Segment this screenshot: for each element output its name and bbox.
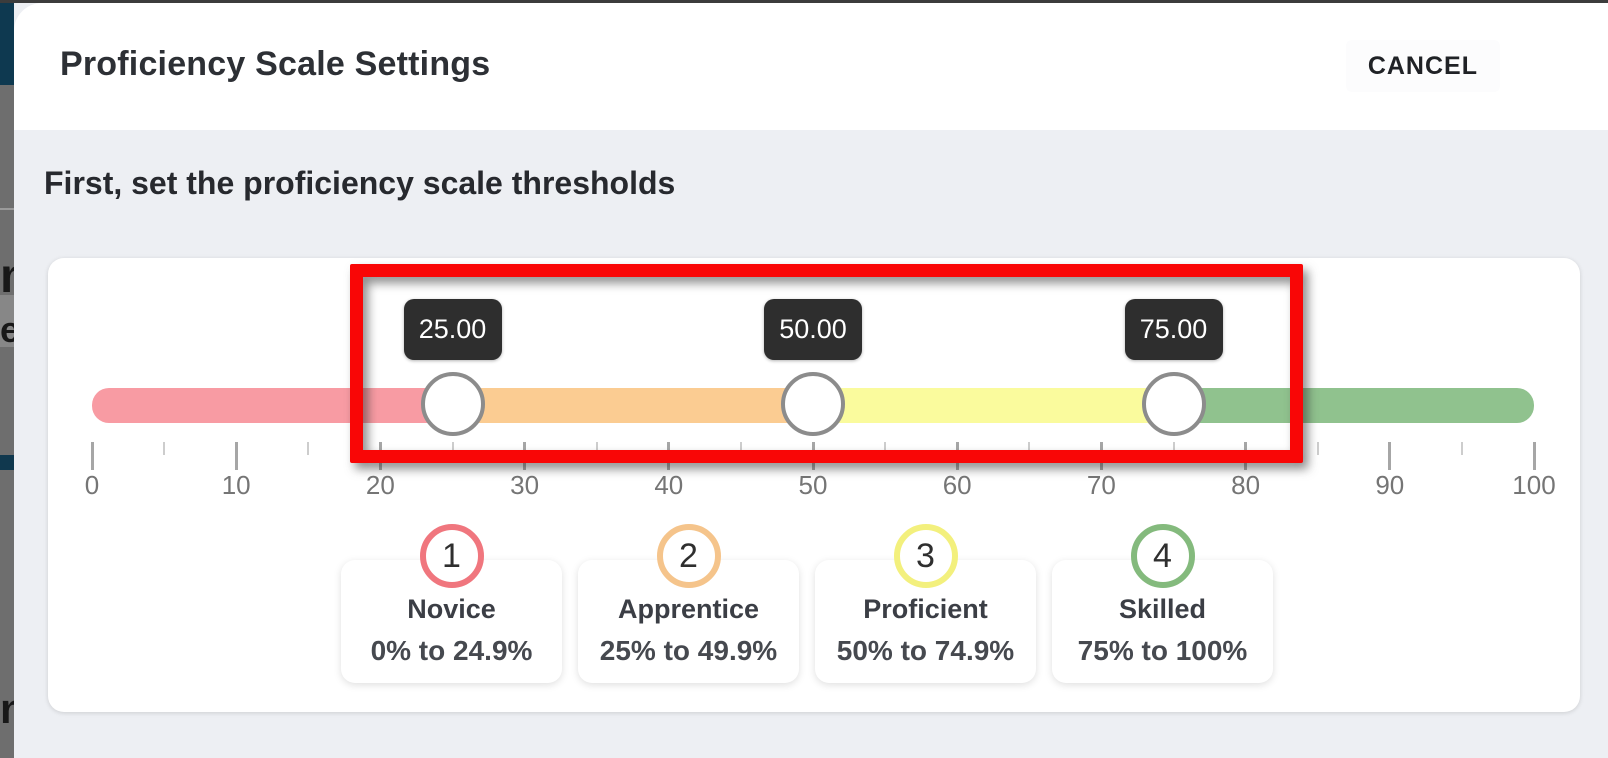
background-text-fragment: m [0,249,14,304]
proficient-segment [813,388,1174,423]
skilled-segment [1173,388,1534,423]
proficiency-scale-settings-dialog: Proficiency Scale Settings CANCEL First,… [14,3,1608,758]
threshold-value-tooltip-1: 25.00 [403,299,502,360]
level-range: 25% to 49.9% [599,635,778,666]
major-tick-80 [1244,442,1248,470]
level-number-badge-1: 1 [419,524,484,588]
apprentice-segment [452,388,813,423]
tick-label-50: 50 [798,470,828,500]
proficiency-slider-track[interactable] [92,388,1534,423]
threshold-value-tooltip-3: 75.00 [1124,299,1223,360]
dialog-subtitle: First, set the proficiency scale thresho… [44,165,676,201]
dialog-title: Proficiency Scale Settings [60,45,491,83]
threshold-slider-panel: 25.00 50.00 75.00 0 10 20 30 40 50 60 70 80 90 100 N… [48,258,1580,712]
tick-label-100: 100 [1512,470,1556,500]
tick-label-30: 30 [510,470,540,500]
background-navy-band-fragment [0,455,14,470]
level-number-badge-4: 4 [1130,524,1195,588]
major-tick-70 [1099,442,1103,470]
dimmed-background-page: m e n [0,3,14,758]
level-name: Proficient [863,594,988,624]
minor-tick-15 [307,442,310,455]
minor-tick-85 [1316,442,1319,455]
minor-tick-35 [595,442,598,455]
minor-tick-65 [1028,442,1031,455]
tick-label-90: 90 [1375,470,1405,500]
tick-label-10: 10 [221,470,251,500]
level-range: 75% to 100% [1077,635,1248,666]
cancel-button[interactable]: CANCEL [1345,40,1500,92]
minor-tick-5 [163,442,166,455]
tick-label-80: 80 [1231,470,1261,500]
level-card-skilled: Skilled 75% to 100% [1052,560,1273,683]
level-card-apprentice: Apprentice 25% to 49.9% [578,560,799,683]
level-number-badge-2: 2 [656,524,721,588]
browser-chrome-strip [0,0,1608,3]
level-number-badge-3: 3 [893,524,958,588]
threshold-handle-3[interactable] [1141,372,1206,436]
major-tick-30 [523,442,527,470]
major-tick-60 [955,442,959,470]
threshold-handle-1[interactable] [420,372,485,436]
major-tick-20 [378,442,382,470]
major-tick-10 [234,442,238,470]
level-name: Skilled [1118,594,1207,624]
novice-segment [92,388,453,423]
major-tick-50 [811,442,815,470]
threshold-value-tooltip-2: 50.00 [764,299,862,360]
major-tick-40 [667,442,671,470]
tick-label-0: 0 [84,470,100,500]
major-tick-0 [90,442,94,470]
level-name: Novice [407,594,496,624]
tick-label-70: 70 [1086,470,1116,500]
tick-label-60: 60 [942,470,972,500]
background-text-fragment: n [0,685,14,732]
background-text-fragment: e [0,309,14,350]
level-range: 50% to 74.9% [836,635,1015,666]
minor-tick-75 [1172,442,1175,455]
minor-tick-95 [1460,442,1463,455]
tick-label-40: 40 [654,470,684,500]
tick-label-20: 20 [365,470,395,500]
level-range: 0% to 24.9% [370,635,533,666]
minor-tick-25 [451,442,454,455]
minor-tick-55 [884,442,887,455]
threshold-handle-2[interactable] [781,372,845,436]
dialog-header: Proficiency Scale Settings CANCEL [14,3,1608,130]
level-name: Apprentice [617,594,760,624]
background-divider-fragment [0,208,14,210]
major-tick-100 [1532,442,1536,470]
major-tick-90 [1388,442,1392,470]
background-navbar-fragment [0,3,14,85]
minor-tick-45 [739,442,742,455]
background-row-fragment [0,295,14,347]
